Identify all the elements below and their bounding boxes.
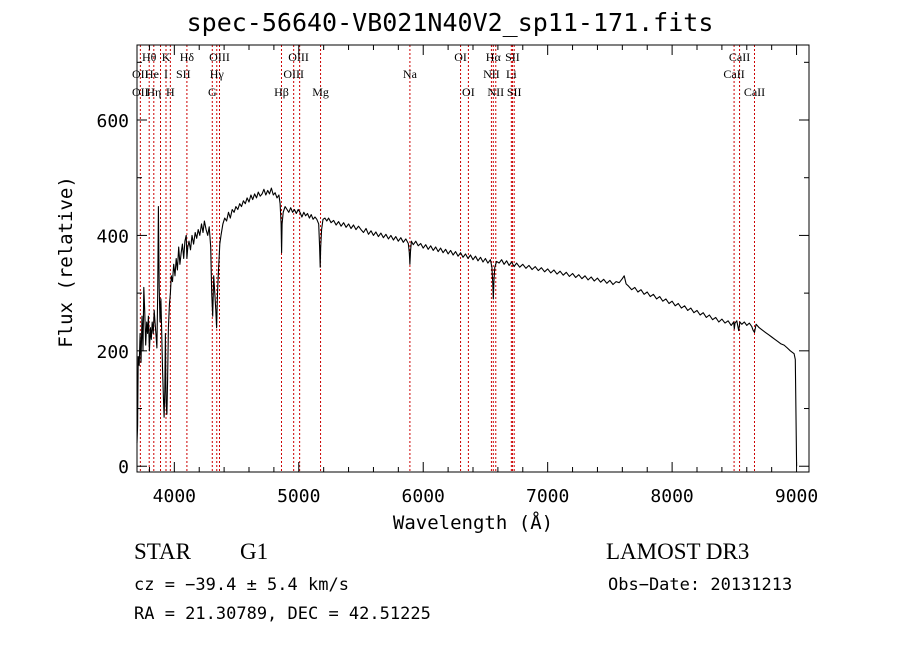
line-annotation: CaII bbox=[729, 50, 750, 64]
x-tick-label: 7000 bbox=[526, 486, 569, 507]
x-tick-label: 4000 bbox=[153, 486, 196, 507]
plot-frame bbox=[136, 44, 810, 473]
y-tick-label: 0 bbox=[118, 457, 129, 478]
line-annotation: CaII bbox=[744, 85, 765, 99]
tick-labels: 4000 5000 6000 7000 8000 9000 0 200 400 600 bbox=[96, 111, 818, 507]
line-annotation: K bbox=[162, 50, 171, 64]
chart-title: spec-56640-VB021N40V2_sp11-171.fits bbox=[186, 8, 714, 37]
line-annotation: Hθ bbox=[142, 50, 157, 64]
line-annotation: CaII bbox=[723, 67, 744, 81]
line-annotation: Li bbox=[506, 67, 517, 81]
line-annotation: He bbox=[145, 67, 159, 81]
line-annotation: G bbox=[208, 85, 217, 99]
object-subclass: G1 bbox=[240, 539, 269, 564]
axis-ticks bbox=[137, 45, 809, 472]
line-annotation: OII bbox=[132, 67, 149, 81]
y-axis-label: Flux (relative) bbox=[55, 176, 77, 348]
x-axis-label: Wavelength (Å) bbox=[393, 511, 553, 534]
line-annotation: NII bbox=[487, 85, 504, 99]
line-annotation: SII bbox=[176, 67, 191, 81]
x-tick-label: 8000 bbox=[650, 486, 693, 507]
y-tick-label: 400 bbox=[96, 226, 129, 247]
line-markers bbox=[139, 45, 755, 472]
line-annotation: I bbox=[164, 67, 168, 81]
x-tick-label: 5000 bbox=[277, 486, 320, 507]
redshift-cz: cz = −39.4 ± 5.4 km/s bbox=[134, 575, 349, 595]
line-annotation: SII bbox=[507, 85, 522, 99]
coordinates: RA = 21.30789, DEC = 42.51225 bbox=[134, 604, 431, 624]
y-tick-label: 600 bbox=[96, 111, 129, 132]
line-annotation: OIII bbox=[209, 50, 230, 64]
survey-name: LAMOST DR3 bbox=[606, 539, 750, 564]
line-annotation: H bbox=[166, 85, 175, 99]
line-annotation: NII bbox=[483, 67, 500, 81]
line-annotation: Hγ bbox=[210, 67, 225, 81]
line-annotation: OI bbox=[454, 50, 467, 64]
x-tick-label: 6000 bbox=[402, 486, 445, 507]
x-tick-label: 9000 bbox=[775, 486, 818, 507]
obs-date: Obs−Date: 20131213 bbox=[608, 575, 793, 595]
line-annotation: OI bbox=[462, 85, 475, 99]
y-tick-label: 200 bbox=[96, 342, 129, 363]
object-class: STAR bbox=[134, 539, 191, 564]
line-annotation: Hβ bbox=[274, 85, 289, 99]
line-annotation: OIII bbox=[288, 50, 309, 64]
spectrum-line bbox=[136, 187, 798, 467]
line-annotation: Hη bbox=[146, 85, 161, 99]
line-annotation: SII bbox=[505, 50, 520, 64]
line-annotation: Hα bbox=[486, 50, 502, 64]
line-annotation: OIII bbox=[283, 67, 304, 81]
line-annotation: Mg bbox=[312, 85, 329, 99]
line-annotation: Na bbox=[403, 67, 418, 81]
line-annotation: Hδ bbox=[180, 50, 195, 64]
line-annotation: OII bbox=[132, 85, 149, 99]
